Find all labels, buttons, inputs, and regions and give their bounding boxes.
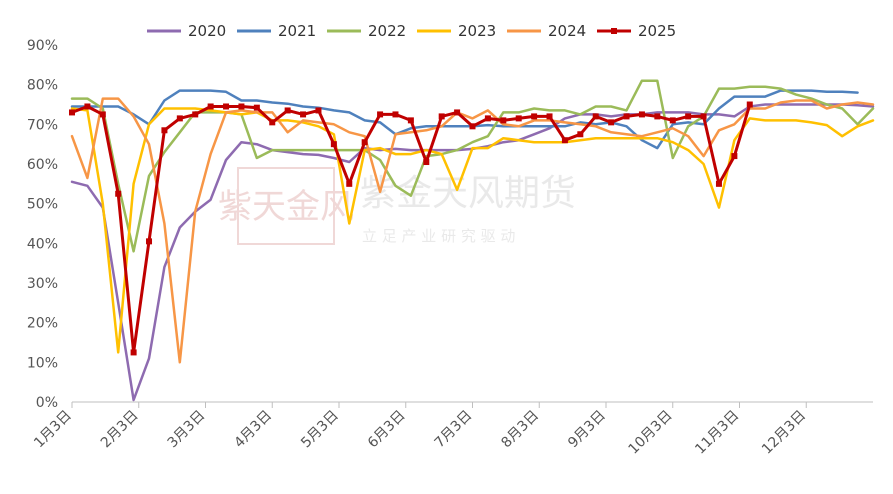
data-point-2025 (392, 111, 399, 118)
watermark: 紫天金风 紫金天风期货 立 足 产 业 研 究 驱 动 (218, 167, 576, 245)
watermark-slogan: 立 足 产 业 研 究 驱 动 (362, 227, 515, 245)
data-point-2025 (561, 137, 568, 144)
data-point-2025 (546, 113, 553, 120)
data-point-2025 (300, 111, 307, 118)
data-point-2025 (438, 113, 445, 120)
data-point-2025 (484, 115, 491, 122)
data-point-2025 (269, 119, 276, 126)
legend-item-2020: 2020 (147, 22, 226, 40)
series-2021 (70, 89, 859, 150)
y-axis: 0% 10% 20% 30% 40% 50% 60% 70% 80% 90% (27, 38, 58, 411)
data-point-2025 (623, 113, 630, 120)
y-tick-label: 50% (27, 197, 58, 213)
x-tick-label: 8月3日 (498, 408, 542, 452)
series-2022 (70, 79, 875, 253)
data-point-2025 (407, 117, 414, 124)
data-point-2025 (161, 127, 168, 134)
y-tick-label: 90% (27, 38, 58, 54)
x-tick-label: 10月3日 (626, 408, 676, 458)
y-tick-label: 20% (27, 316, 58, 332)
data-point-2025 (284, 107, 291, 114)
legend-item-2021: 2021 (237, 22, 316, 40)
data-point-2025 (638, 111, 645, 118)
legend-item-2023: 2023 (417, 22, 496, 40)
series-line-2024 (70, 97, 875, 364)
legend-label: 2020 (188, 22, 226, 40)
series-2024 (70, 97, 875, 364)
x-axis: 1月3日 2月3日 3月3日 4月3日 5月3日 6月3日 7月3日 8月3日 9月3日 10月3… (31, 401, 873, 458)
series-2025 (69, 101, 753, 356)
legend-item-2022: 2022 (327, 22, 406, 40)
data-point-2025 (223, 103, 230, 110)
x-tick-label: 7月3日 (432, 408, 476, 452)
x-tick-label: 6月3日 (365, 408, 409, 452)
y-tick-label: 80% (27, 78, 58, 94)
data-point-2025 (146, 238, 153, 245)
data-point-2025 (176, 115, 183, 122)
y-tick-label: 30% (27, 276, 58, 292)
x-tick-label: 5月3日 (298, 408, 342, 452)
data-point-2025 (746, 101, 753, 108)
x-tick-label: 11月3日 (692, 408, 742, 458)
x-tick-label: 3月3日 (165, 408, 209, 452)
legend-label: 2024 (548, 22, 586, 40)
data-point-2025 (192, 111, 199, 118)
legend-label: 2021 (278, 22, 316, 40)
y-tick-label: 70% (27, 117, 58, 133)
data-point-2025 (577, 131, 584, 138)
data-point-2025 (700, 113, 707, 120)
legend: 2020 2021 2022 2023 2024 2025 (147, 22, 676, 40)
x-tick-label: 1月3日 (31, 408, 75, 452)
data-point-2025 (238, 103, 245, 110)
x-tick-label: 4月3日 (231, 408, 275, 452)
legend-label: 2025 (638, 22, 676, 40)
data-point-2025 (669, 117, 676, 124)
legend-item-2025: 2025 (597, 22, 676, 40)
data-point-2025 (330, 141, 337, 148)
data-point-2025 (500, 117, 507, 124)
data-point-2025 (99, 111, 106, 118)
data-point-2025 (454, 109, 461, 116)
watermark-seal-box (237, 167, 335, 245)
y-tick-label: 10% (27, 355, 58, 371)
x-tick-label: 2月3日 (98, 408, 142, 452)
legend-label: 2023 (458, 22, 496, 40)
watermark-seal: 紫天金风 (218, 187, 354, 227)
data-point-2025 (685, 113, 692, 120)
data-point-2025 (207, 103, 214, 110)
y-tick-label: 0% (36, 395, 58, 411)
data-point-2025 (346, 180, 353, 187)
data-point-2025 (515, 115, 522, 122)
data-point-2025 (608, 119, 615, 126)
data-point-2025 (361, 139, 368, 146)
data-point-2025 (715, 180, 722, 187)
legend-marker (611, 28, 617, 34)
data-point-2025 (377, 111, 384, 118)
data-point-2025 (469, 123, 476, 130)
y-tick-label: 60% (27, 157, 58, 173)
data-point-2025 (654, 113, 661, 120)
legend-label: 2022 (368, 22, 406, 40)
data-point-2025 (130, 349, 137, 356)
data-point-2025 (531, 113, 538, 120)
data-point-2025 (253, 104, 260, 111)
series-line-2022 (70, 79, 875, 253)
series-line-2021 (70, 89, 859, 150)
data-point-2025 (69, 109, 75, 116)
y-tick-label: 40% (27, 236, 58, 252)
watermark-company-name: 紫金天风期货 (360, 173, 576, 214)
x-tick-label: 12月3日 (759, 408, 809, 458)
data-point-2025 (592, 113, 599, 120)
data-point-2025 (315, 107, 322, 114)
legend-item-2024: 2024 (507, 22, 586, 40)
data-point-2025 (115, 190, 122, 197)
series-layer (69, 79, 875, 402)
data-point-2025 (423, 159, 430, 166)
data-point-2025 (731, 153, 738, 160)
x-tick-label: 9月3日 (565, 408, 609, 452)
data-point-2025 (84, 103, 91, 110)
